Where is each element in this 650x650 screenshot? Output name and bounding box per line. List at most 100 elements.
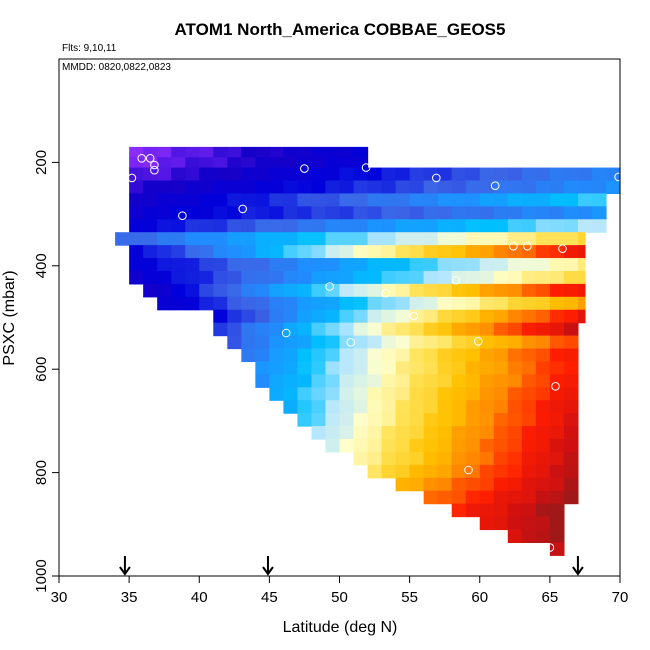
heatmap-cell [423, 206, 439, 220]
heatmap-cell [465, 193, 481, 207]
heatmap-cell [479, 193, 495, 207]
heatmap-cell [325, 283, 341, 298]
heatmap-cell [423, 270, 439, 285]
heatmap-cell [409, 451, 425, 466]
x-tick-label: 35 [121, 589, 138, 606]
heatmap-cell [325, 322, 341, 337]
heatmap-cell [479, 516, 495, 531]
heatmap-cell [199, 270, 214, 285]
heatmap-cell [185, 258, 200, 272]
heatmap-cell [171, 167, 186, 182]
heatmap-cell [465, 490, 481, 505]
heatmap-cell [521, 439, 537, 453]
heatmap-cell [381, 361, 397, 375]
heatmap-cell [185, 193, 200, 207]
heatmap-cell [493, 167, 509, 182]
heatmap-cell [479, 439, 495, 453]
arrow-head [262, 566, 274, 576]
heatmap-cell [423, 387, 439, 401]
heatmap-cell [367, 361, 383, 375]
dates-label: MMDD: 0820,0822,0823 [62, 62, 171, 73]
heatmap-cell [465, 361, 481, 375]
heatmap-cell [451, 361, 467, 375]
heatmap-cell [535, 309, 551, 324]
heatmap-cell [129, 232, 144, 246]
heatmap-cell [451, 193, 467, 207]
heatmap-cell [535, 426, 551, 440]
heatmap-cell [465, 258, 481, 272]
heatmap-cell [325, 219, 341, 233]
heatmap-cell [423, 400, 439, 414]
heatmap-cell [549, 180, 565, 195]
heatmap-cell [283, 180, 299, 195]
heatmap-cell [451, 503, 467, 518]
heatmap-cell [339, 206, 355, 220]
heatmap-cell [605, 180, 621, 195]
heatmap-cell [353, 426, 369, 440]
heatmap-cell [479, 477, 495, 492]
y-tick-label: 400 [33, 253, 50, 278]
heatmap-cell [353, 232, 369, 246]
heatmap-cell [213, 270, 228, 285]
heatmap-cell [549, 232, 565, 246]
data-point [346, 338, 356, 347]
heatmap-cell [423, 193, 439, 207]
heatmap-cell [437, 439, 453, 453]
heatmap-cell [479, 270, 495, 285]
heatmap-cell [283, 400, 299, 414]
heatmap-cell [395, 283, 411, 298]
heatmap-cell [493, 296, 509, 311]
heatmap-cell [493, 283, 509, 298]
heatmap-cell [521, 361, 537, 375]
heatmap-cell [269, 270, 284, 285]
heatmap-cell [521, 477, 537, 492]
heatmap-cell [227, 296, 242, 311]
heatmap-cell [129, 206, 144, 220]
heatmap-cell [241, 245, 256, 259]
heatmap-cell [521, 206, 537, 220]
heatmap-cell [213, 193, 228, 207]
heatmap-cell [157, 157, 172, 169]
heatmap-cell [283, 146, 299, 158]
heatmap-cell [563, 232, 579, 246]
heatmap-cell [577, 232, 586, 246]
heatmap-cell [549, 387, 565, 401]
heatmap-cell [311, 245, 327, 259]
heatmap-cell [437, 180, 453, 195]
heatmap-cell [297, 387, 313, 401]
heatmap-cell [185, 146, 200, 158]
heatmap-cell [409, 335, 425, 350]
heatmap-cell [409, 477, 425, 492]
heatmap-cell [283, 387, 299, 401]
heatmap-cell [185, 296, 200, 311]
data-point [214, 364, 224, 374]
data-point [523, 241, 532, 251]
heatmap-cell [563, 464, 579, 479]
data-point [281, 328, 291, 338]
heatmap-cell [157, 232, 172, 246]
heatmap-cell [563, 490, 579, 505]
heatmap-cell [521, 283, 537, 298]
heatmap-cell [325, 400, 341, 414]
heatmap-cell [185, 283, 200, 298]
heatmap-cell [423, 361, 439, 375]
heatmap-cell [171, 180, 186, 195]
heatmap-cell [563, 426, 579, 440]
heatmap-cell [185, 245, 200, 259]
heatmap-cell [535, 232, 551, 246]
heatmap-cell [283, 245, 299, 259]
heatmap-cell [199, 193, 214, 207]
heatmap-cell [199, 232, 214, 246]
heatmap-cell [283, 270, 299, 285]
heatmap-cell [311, 283, 327, 298]
heatmap-cell [255, 296, 270, 311]
heatmap-cell [549, 283, 565, 298]
heatmap-cell [339, 348, 355, 363]
heatmap-cell [493, 516, 509, 531]
heatmap-cell [451, 426, 467, 440]
heatmap-cell [437, 245, 453, 259]
heatmap-cell [353, 439, 369, 453]
heatmap-cell [549, 322, 565, 337]
heatmap-cell [563, 270, 579, 285]
heatmap-cell [381, 219, 397, 233]
